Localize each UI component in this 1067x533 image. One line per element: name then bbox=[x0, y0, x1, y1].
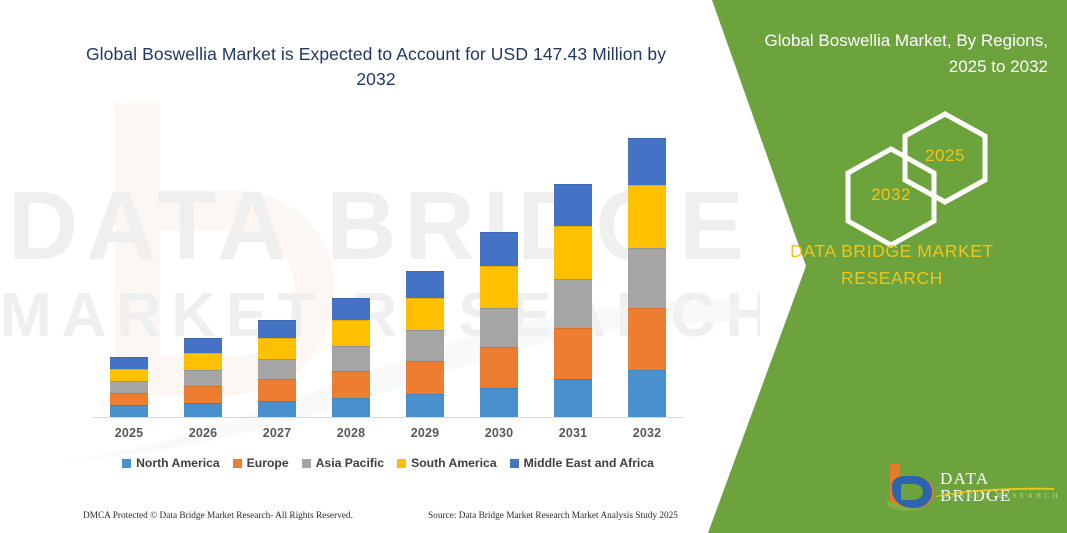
legend-item[interactable]: North America bbox=[122, 456, 220, 470]
bar-segment[interactable] bbox=[406, 394, 444, 417]
bar-segment[interactable] bbox=[258, 379, 296, 401]
x-tick-2026: 2026 bbox=[188, 426, 218, 440]
bar-segment[interactable] bbox=[110, 405, 148, 417]
data-bridge-logo: DATA BRIDGE MARKET RESEARCH bbox=[884, 462, 1064, 514]
bar-segment[interactable] bbox=[332, 298, 370, 320]
brand-name-line1: DATA BRIDGE MARKET bbox=[790, 241, 994, 261]
bar-segment[interactable] bbox=[628, 308, 666, 370]
watermark-swoosh-icon bbox=[40, 300, 740, 460]
bar-segment[interactable] bbox=[480, 347, 518, 388]
bar-segment[interactable] bbox=[332, 346, 370, 371]
data-bridge-mark-icon bbox=[886, 464, 934, 511]
x-tick-2027: 2027 bbox=[262, 426, 292, 440]
bar-segment[interactable] bbox=[184, 403, 222, 417]
chart-title: Global Boswellia Market is Expected to A… bbox=[85, 44, 667, 90]
x-tick-2029: 2029 bbox=[410, 426, 440, 440]
x-tick-2031: 2031 bbox=[558, 426, 588, 440]
bar-segment[interactable] bbox=[258, 320, 296, 338]
bar-segment[interactable] bbox=[554, 279, 592, 328]
bar-segment[interactable] bbox=[480, 388, 518, 417]
footer: DMCA Protected © Data Bridge Market Rese… bbox=[0, 505, 715, 527]
hexagon-2025: 2025 bbox=[897, 110, 993, 211]
bar-segment[interactable] bbox=[628, 185, 666, 248]
brand-panel-content: Global Boswellia Market, By Regions, 202… bbox=[712, 0, 1067, 533]
x-tick-2030: 2030 bbox=[484, 426, 514, 440]
bar-segment[interactable] bbox=[406, 361, 444, 394]
logo-underline-icon bbox=[936, 487, 1054, 497]
bar-segment[interactable] bbox=[110, 381, 148, 393]
x-axis-line bbox=[92, 417, 684, 418]
bar-segment[interactable] bbox=[480, 308, 518, 347]
bar-stack-2028[interactable] bbox=[332, 298, 370, 417]
bar-segment[interactable] bbox=[258, 401, 296, 417]
legend-swatch-icon bbox=[232, 458, 242, 468]
watermark-line1: DATA BRIDGE bbox=[8, 171, 752, 280]
bar-segment[interactable] bbox=[628, 138, 666, 185]
legend-label: North America bbox=[136, 456, 220, 470]
bar-stack-2030[interactable] bbox=[480, 232, 518, 417]
chart-panel: DATA BRIDGE MARKET RESEARCH Global Boswe… bbox=[0, 44, 760, 527]
legend-item[interactable]: Asia Pacific bbox=[301, 456, 385, 470]
bar-stack-2025[interactable] bbox=[110, 357, 148, 417]
legend-label: South America bbox=[411, 456, 497, 470]
legend-item[interactable]: Europe bbox=[232, 456, 289, 470]
bar-stack-2026[interactable] bbox=[184, 338, 222, 417]
bar-segment[interactable] bbox=[628, 248, 666, 308]
plot-area bbox=[92, 100, 684, 418]
bar-segment[interactable] bbox=[480, 266, 518, 308]
legend-label: Middle East and Africa bbox=[523, 456, 654, 470]
bar-segment[interactable] bbox=[332, 320, 370, 346]
panel-title: Global Boswellia Market, By Regions, 202… bbox=[764, 31, 1048, 76]
hexagon-2025-label: 2025 bbox=[925, 146, 965, 165]
bar-segment[interactable] bbox=[554, 226, 592, 279]
bar-segment[interactable] bbox=[184, 353, 222, 370]
legend-swatch-icon bbox=[301, 458, 311, 468]
bar-stack-2027[interactable] bbox=[258, 320, 296, 417]
source-note: Source: Data Bridge Market Research Mark… bbox=[428, 511, 678, 521]
bar-stack-2029[interactable] bbox=[406, 271, 444, 417]
bar-segment[interactable] bbox=[110, 393, 148, 405]
bar-segment[interactable] bbox=[628, 370, 666, 417]
brand-name: DATA BRIDGE MARKET RESEARCH bbox=[742, 238, 1042, 292]
chart-legend: North America Europe Asia Pacific South Ame… bbox=[92, 456, 684, 470]
bar-segment[interactable] bbox=[406, 298, 444, 330]
bar-segment[interactable] bbox=[332, 398, 370, 417]
bar-segment[interactable] bbox=[184, 338, 222, 353]
legend-item[interactable]: South America bbox=[397, 456, 497, 470]
hexagon-2032: 2032 bbox=[839, 145, 943, 254]
bar-segment[interactable] bbox=[110, 357, 148, 369]
legend-label: Europe bbox=[246, 456, 289, 470]
bar-segment[interactable] bbox=[332, 371, 370, 398]
legend-item[interactable]: Middle East and Africa bbox=[509, 456, 654, 470]
bar-segment[interactable] bbox=[406, 330, 444, 361]
logo-subtitle: MARKET RESEARCH bbox=[941, 491, 1061, 500]
legend-swatch-icon bbox=[397, 458, 407, 468]
hexagon-2032-icon bbox=[845, 146, 937, 248]
watermark-text: DATA BRIDGE MARKET RESEARCH bbox=[0, 175, 760, 348]
hexagon-2032-label: 2032 bbox=[871, 185, 911, 204]
bar-segment[interactable] bbox=[258, 359, 296, 379]
bar-stack-2032[interactable] bbox=[628, 138, 666, 417]
bar-segment[interactable] bbox=[184, 386, 222, 403]
logo-wordmark: DATA BRIDGE bbox=[940, 469, 1012, 505]
bar-segment[interactable] bbox=[184, 370, 222, 386]
brand-name-line2: RESEARCH bbox=[840, 268, 944, 289]
legend-swatch-icon bbox=[509, 458, 519, 468]
hexagon-2025-icon bbox=[902, 111, 988, 205]
bar-stack-2031[interactable] bbox=[554, 184, 592, 417]
bar-segment[interactable] bbox=[258, 338, 296, 359]
legend-swatch-icon bbox=[122, 458, 132, 468]
bar-segment[interactable] bbox=[480, 232, 518, 266]
legend-label: Asia Pacific bbox=[315, 456, 385, 470]
bar-segment[interactable] bbox=[554, 328, 592, 379]
bar-segment[interactable] bbox=[110, 369, 148, 381]
x-tick-2032: 2032 bbox=[632, 426, 662, 440]
x-tick-2025: 2025 bbox=[114, 426, 144, 440]
x-tick-2028: 2028 bbox=[336, 426, 366, 440]
dmca-notice: DMCA Protected © Data Bridge Market Rese… bbox=[83, 511, 353, 521]
bar-segment[interactable] bbox=[406, 271, 444, 298]
bar-segment[interactable] bbox=[554, 184, 592, 226]
bar-segment[interactable] bbox=[554, 379, 592, 417]
